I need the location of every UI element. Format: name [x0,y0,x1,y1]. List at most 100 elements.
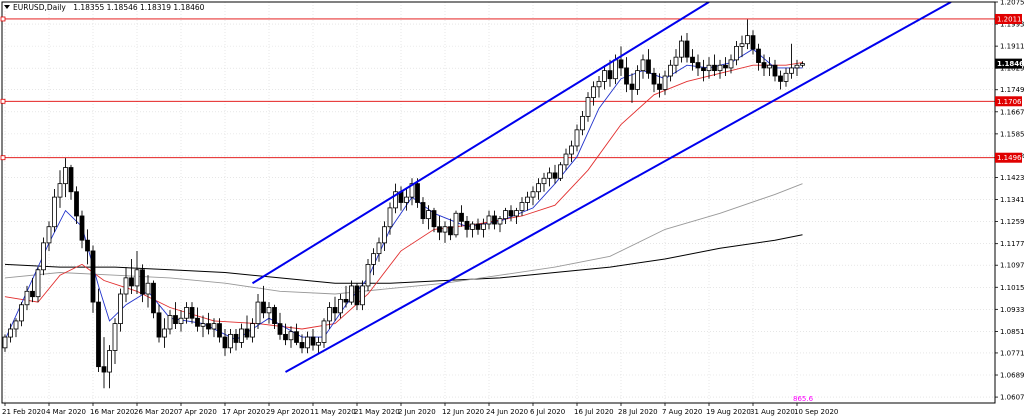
candle-body [112,323,118,351]
candle-body [178,317,184,325]
candle [266,302,272,324]
candle [662,70,668,95]
candle [118,288,123,332]
candle [217,318,222,343]
candle-body [712,64,717,72]
current-price-tag-label: 1.18460 [997,60,1024,68]
candle-body [35,269,41,298]
candle-body [778,75,783,82]
candle-body [244,328,250,338]
price-tags: 1.20119 1.17061 1.14964 1.18460 [0,13,1024,163]
candle [156,304,162,343]
candle [717,59,723,79]
candle [464,215,470,238]
level-price-tag [995,152,1022,163]
candle [745,19,750,50]
y-tick-label: 1.08510 [1000,328,1024,336]
candle [195,307,200,332]
x-tick-label: 4 Mar 2020 [46,408,86,416]
candle-body [690,56,695,63]
candle-body [662,75,668,90]
candle [68,164,74,200]
candle [536,178,541,200]
y-tick-label: 1.18290 [1000,65,1024,73]
candle [74,186,79,225]
candle-body [404,196,409,203]
candle-body [228,333,233,349]
candle [338,294,343,319]
channel-lines[interactable] [251,2,952,373]
candle-body [519,202,525,211]
candle-body [552,172,558,179]
candle [712,54,717,77]
candle-body [558,164,563,179]
candle-body [739,43,745,47]
candle-body [222,336,228,349]
y-tick-label: 1.06070 [1000,394,1024,402]
candle-body [206,323,211,330]
candle [13,318,19,338]
candle [41,237,46,276]
candle [30,277,35,303]
candle-body [167,315,173,330]
candle-body [728,59,734,69]
candle [569,140,574,163]
candle [530,186,536,206]
candle-body [618,59,624,69]
candle [657,73,662,98]
candle-body [541,177,547,185]
candle-body [266,307,272,314]
candle-body [74,191,79,217]
candle [800,61,805,68]
candle-body [415,183,420,203]
candle-body [591,86,596,98]
candle-body [239,328,244,343]
candle-body [2,336,8,349]
candle-body [288,331,294,341]
dropdown-triangle-icon[interactable] [4,5,10,9]
candle-body [349,285,354,303]
y-tick-label: 1.10150 [1000,284,1024,292]
candle-body [189,307,195,319]
candle [332,296,338,321]
candle [261,285,266,319]
level-price-tag-label: 1.20119 [997,15,1024,23]
candle-body [305,336,310,349]
candle-body [250,323,255,338]
candle-body [525,196,530,203]
candle [547,167,552,187]
candle-body [723,64,728,69]
candle [794,59,800,77]
channel-line[interactable] [285,2,952,373]
y-tick-label: 1.14230 [1000,174,1024,182]
candle [63,158,68,198]
candle-body [376,242,382,255]
candle [228,328,233,354]
candle-body [706,64,712,72]
candle [151,280,156,319]
x-tick-label: 21 Feb 2020 [2,408,46,416]
candle-body [162,328,167,338]
channel-line[interactable] [251,2,710,285]
candle [310,328,316,351]
candle-body [481,223,486,230]
candle [772,59,778,82]
candle-body [530,191,536,198]
candle [96,288,101,373]
candle [426,205,431,230]
ohlc-values: 1.18355 1.18546 1.18319 1.18460 [73,3,204,12]
candle [2,334,8,352]
x-tick-label: 16 Jul 2020 [574,408,614,416]
candle [602,65,607,90]
candle [497,215,503,233]
candle [206,312,211,335]
candle-body [30,290,35,298]
candle [85,229,90,265]
candle-body [613,59,618,80]
candle [448,218,453,241]
candle [244,315,250,340]
candle-body [668,64,673,77]
candle-body [789,67,794,74]
